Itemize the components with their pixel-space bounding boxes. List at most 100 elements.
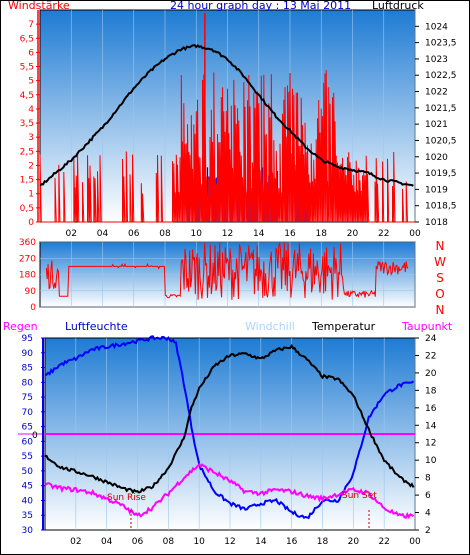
- wind-tick-label: 5: [28, 77, 34, 87]
- wind-series: [39, 12, 415, 223]
- temperature-tick-label: 20: [425, 369, 437, 379]
- pressure-tick-label: 1023,5: [425, 39, 457, 49]
- humidity-tick-label: 30: [22, 526, 34, 536]
- direction-tick-label: 180: [19, 271, 36, 281]
- humidity-tick-label: 80: [22, 378, 34, 388]
- bottom-axes: 02 04 06 08 10 12 14 16 18 20 22 003035404550556065…: [22, 334, 437, 547]
- temperature-tick-label: 10: [425, 456, 437, 466]
- temperature-tick-label: 8: [425, 474, 431, 484]
- wind-tick-label: 1: [28, 190, 34, 200]
- sunrise-label: Sun Rise: [107, 493, 146, 503]
- wind-tick-label: 2,5: [20, 147, 34, 157]
- humidity-tick-label: 50: [22, 467, 34, 477]
- top-x-tick-label: 20: [347, 229, 359, 239]
- direction-tick-label: 270: [19, 254, 36, 264]
- wind-bars: [39, 69, 415, 223]
- top-x-tick-label: 14: [253, 229, 265, 239]
- bottom-x-tick-label: 12: [224, 537, 235, 547]
- temperature-line: [45, 343, 415, 494]
- pressure-tick-label: 1018,5: [425, 202, 457, 212]
- pressure-tick-label: 1022,5: [425, 71, 457, 81]
- pressure-tick-label: 1018: [425, 218, 448, 228]
- top-x-tick-label: 22: [378, 229, 389, 239]
- pressure-tick-label: 1019: [425, 185, 448, 195]
- direction-line: [45, 241, 409, 300]
- bottom-x-tick-label: 10: [193, 537, 205, 547]
- wind-tick-label: 3: [28, 133, 34, 143]
- bottom-x-tick-label: 20: [348, 537, 360, 547]
- humidity-tick-label: 70: [22, 408, 34, 418]
- top-x-tick-label: 18: [316, 229, 328, 239]
- wind-tick-label: 6,5: [20, 34, 34, 44]
- temperature-tick-label: 18: [425, 386, 437, 396]
- direction-tick-label: 0: [30, 303, 36, 313]
- wind-tick-label: 4: [28, 105, 34, 115]
- bottom-x-tick-label: 00: [409, 537, 421, 547]
- temperature-tick-label: 12: [425, 439, 436, 449]
- wind-tick-label: 4,5: [20, 91, 34, 101]
- humidity-tick-label: 55: [22, 452, 33, 462]
- temperature-tick-label: 16: [425, 404, 437, 414]
- temperature-tick-label: 2: [425, 526, 431, 536]
- temperature-tick-label: 14: [425, 421, 437, 431]
- bottom-x-tick-label: 04: [101, 537, 113, 547]
- top-x-tick-label: 04: [97, 229, 109, 239]
- temperature-tick-label: 6: [425, 491, 431, 501]
- wind-tick-label: 3,5: [20, 119, 34, 129]
- pressure-line: [39, 44, 414, 187]
- bottom-x-tick-label: 18: [317, 537, 329, 547]
- wind-tick-label: 0: [28, 218, 34, 228]
- bottom-x-tick-label: 02: [70, 537, 81, 547]
- regen-label: Regen: [3, 320, 38, 333]
- sunset-label: Sun Set: [342, 491, 377, 501]
- humidity-line: [44, 335, 415, 520]
- humidity-tick-label: 95: [22, 334, 33, 344]
- bottom-x-tick-label: 14: [255, 537, 267, 547]
- temperature-tick-label: 22: [425, 351, 436, 361]
- humidity-tick-label: 60: [22, 437, 34, 447]
- top-x-tick-label: 02: [66, 229, 77, 239]
- temperatur-label: Temperatur: [311, 320, 376, 333]
- wind-tick-label: 1,5: [20, 176, 34, 186]
- wind-tick-label: 2: [28, 161, 34, 171]
- rain-zero-label: 0: [32, 431, 38, 441]
- pressure-tick-label: 1024: [425, 22, 448, 32]
- humidity-tick-label: 65: [22, 423, 33, 433]
- top-x-tick-label: 00: [409, 229, 421, 239]
- humidity-tick-label: 40: [22, 496, 34, 506]
- wind-tick-label: 5,5: [20, 63, 34, 73]
- humidity-tick-label: 45: [22, 482, 33, 492]
- direction-tick-label: 90: [25, 287, 37, 297]
- pressure-tick-label: 1021: [425, 120, 448, 130]
- wind-tick-label: 7: [28, 20, 34, 30]
- top-x-tick-label: 10: [191, 229, 203, 239]
- wind-axis-label: Windstärke: [8, 0, 70, 12]
- wind-tick-label: 0,5: [20, 204, 34, 214]
- top-x-tick-label: 06: [128, 229, 140, 239]
- top-x-tick-label: 08: [159, 229, 171, 239]
- direction-axes: 0 90 180 270 360: [19, 238, 36, 313]
- direction-tick-label: 360: [19, 238, 36, 248]
- top-x-tick-label: 16: [284, 229, 296, 239]
- pressure-tick-label: 1020,5: [425, 136, 457, 146]
- pressure-tick-label: 1021,5: [425, 104, 457, 114]
- bottom-x-tick-label: 08: [163, 537, 175, 547]
- taupunkt-label: Taupunkt: [401, 320, 453, 333]
- humidity-tick-label: 85: [22, 364, 33, 374]
- temperature-tick-label: 4: [425, 509, 431, 519]
- wind-tick-label: 6: [28, 48, 34, 58]
- humidity-tick-label: 75: [22, 393, 33, 403]
- direction-letter: S: [436, 271, 444, 285]
- pressure-axis-label: Luftdruck: [372, 0, 424, 12]
- humidity-tick-label: 90: [22, 349, 34, 359]
- chart-title: 24 hour graph day : 13 Mai 2011: [170, 0, 351, 12]
- top-axes: 02 04 06 08 10 12 14 16 18 20 22 0000,511,522,533,5…: [20, 10, 457, 239]
- pressure-tick-label: 1023: [425, 55, 448, 65]
- windchill-label: Windchill: [245, 320, 295, 333]
- direction-letter: O: [435, 287, 444, 301]
- bottom-x-tick-label: 22: [378, 537, 389, 547]
- pressure-tick-label: 1020: [425, 153, 448, 163]
- temperature-tick-label: 24: [425, 334, 437, 344]
